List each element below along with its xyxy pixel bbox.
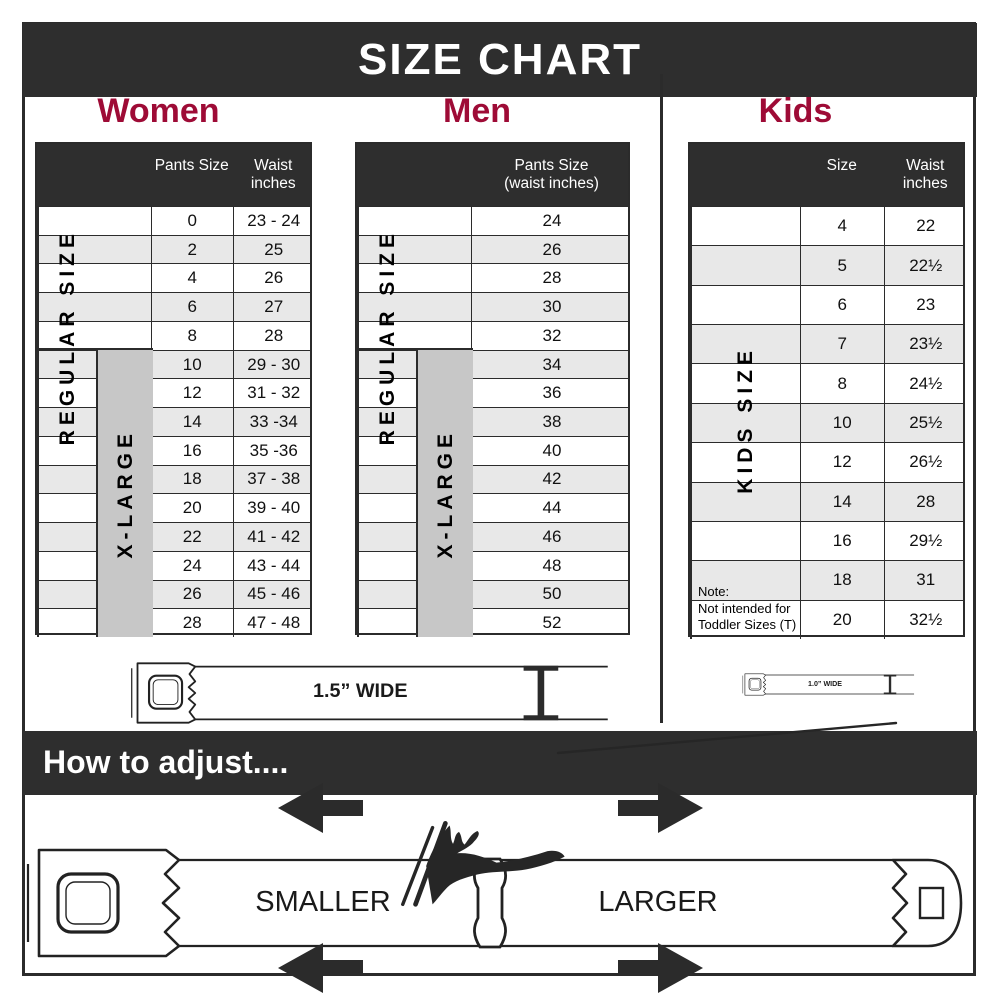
svg-text:1.0” WIDE: 1.0” WIDE xyxy=(808,680,842,688)
svg-text:SMALLER: SMALLER xyxy=(255,886,390,918)
svg-text:LARGER: LARGER xyxy=(598,886,717,918)
svg-text:1.5” WIDE: 1.5” WIDE xyxy=(313,680,408,702)
